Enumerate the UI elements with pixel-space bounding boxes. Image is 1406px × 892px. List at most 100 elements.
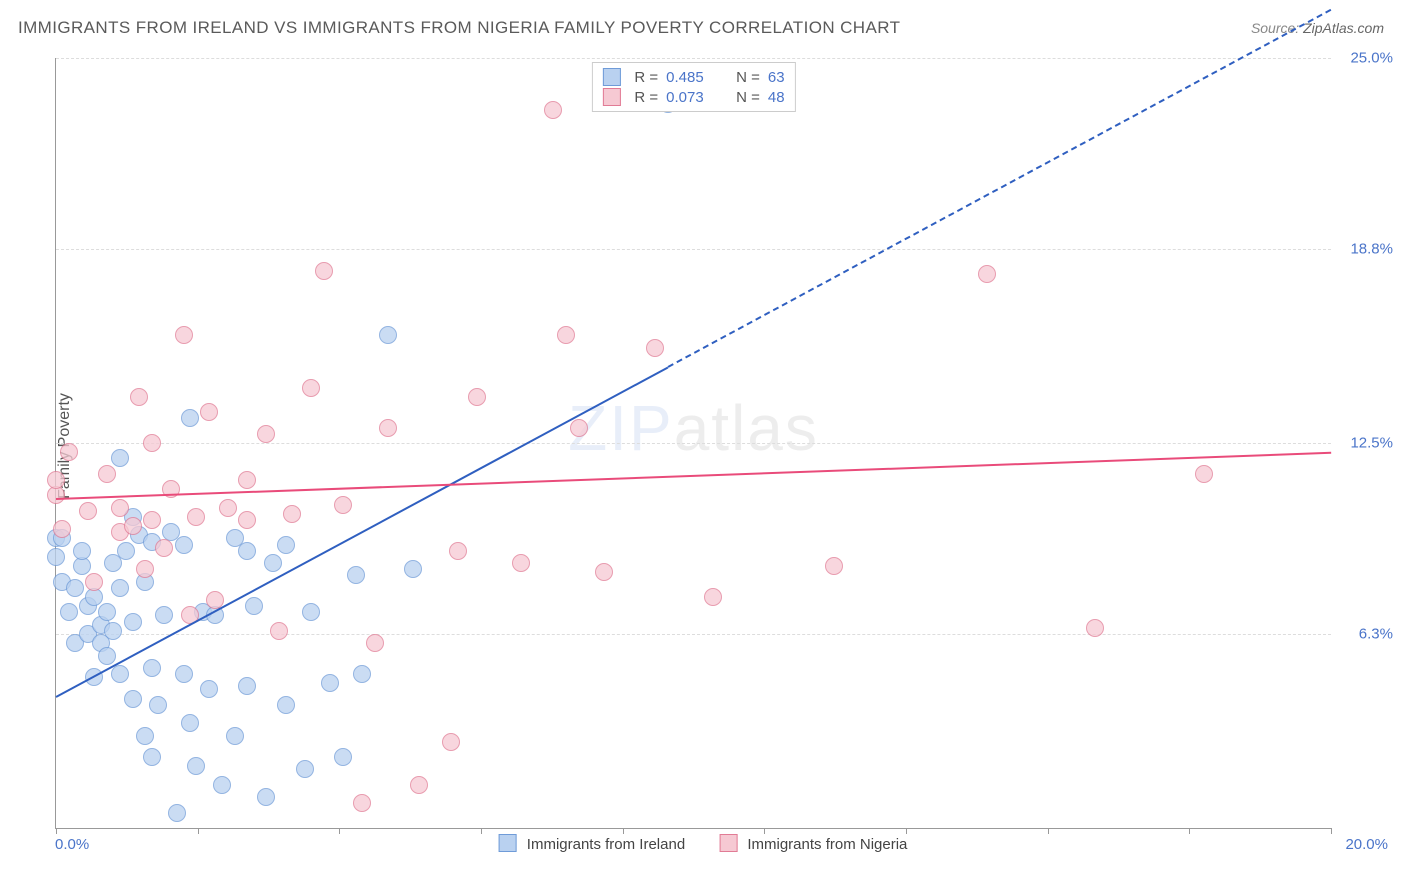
data-point <box>366 634 384 652</box>
data-point <box>257 788 275 806</box>
data-point <box>353 665 371 683</box>
data-point <box>53 520 71 538</box>
legend-swatch-nigeria <box>719 834 737 852</box>
data-point <box>353 794 371 812</box>
n-value-ireland: 63 <box>768 69 785 86</box>
data-point <box>442 733 460 751</box>
data-point <box>136 727 154 745</box>
gridline <box>56 249 1331 250</box>
r-label: R = <box>634 89 658 106</box>
data-point <box>181 714 199 732</box>
x-axis-min-label: 0.0% <box>55 836 89 853</box>
data-point <box>296 760 314 778</box>
data-point <box>200 403 218 421</box>
data-point <box>60 443 78 461</box>
source-value: ZipAtlas.com <box>1303 20 1384 36</box>
data-point <box>277 696 295 714</box>
gridline <box>56 634 1331 635</box>
data-point <box>104 622 122 640</box>
data-point <box>181 409 199 427</box>
x-tick <box>1048 828 1049 834</box>
legend-label-nigeria: Immigrants from Nigeria <box>747 836 907 853</box>
legend-label-ireland: Immigrants from Ireland <box>527 836 685 853</box>
data-point <box>302 603 320 621</box>
data-point <box>512 554 530 572</box>
data-point <box>449 542 467 560</box>
data-point <box>136 560 154 578</box>
data-point <box>155 606 173 624</box>
data-point <box>73 542 91 560</box>
data-point <box>334 496 352 514</box>
data-point <box>264 554 282 572</box>
data-point <box>155 539 173 557</box>
data-point <box>130 388 148 406</box>
data-point <box>226 727 244 745</box>
data-point <box>143 659 161 677</box>
chart-title: IMMIGRANTS FROM IRELAND VS IMMIGRANTS FR… <box>18 18 900 38</box>
source-attribution: Source: ZipAtlas.com <box>1251 20 1384 36</box>
x-tick <box>1189 828 1190 834</box>
data-point <box>646 339 664 357</box>
data-point <box>238 542 256 560</box>
data-point <box>124 517 142 535</box>
data-point <box>277 536 295 554</box>
scatter-plot-area: ZIPatlas R = 0.485 N = 63 R = 0.073 N = … <box>55 58 1331 829</box>
gridline <box>56 58 1331 59</box>
data-point <box>468 388 486 406</box>
x-tick <box>198 828 199 834</box>
data-point <box>238 511 256 529</box>
legend-row-ireland: R = 0.485 N = 63 <box>602 67 784 87</box>
n-label: N = <box>736 89 760 106</box>
data-point <box>283 505 301 523</box>
x-tick <box>1331 828 1332 834</box>
data-point <box>175 536 193 554</box>
y-tick-label: 25.0% <box>1350 50 1393 67</box>
data-point <box>379 419 397 437</box>
swatch-nigeria <box>602 88 620 106</box>
data-point <box>347 566 365 584</box>
data-point <box>111 449 129 467</box>
data-point <box>410 776 428 794</box>
data-point <box>73 557 91 575</box>
data-point <box>66 579 84 597</box>
data-point <box>47 486 65 504</box>
data-point <box>85 588 103 606</box>
data-point <box>117 542 135 560</box>
data-point <box>111 579 129 597</box>
data-point <box>47 548 65 566</box>
data-point <box>143 748 161 766</box>
correlation-legend: R = 0.485 N = 63 R = 0.073 N = 48 <box>591 62 795 112</box>
y-tick-label: 6.3% <box>1359 625 1393 642</box>
data-point <box>704 588 722 606</box>
y-tick-label: 18.8% <box>1350 240 1393 257</box>
gridline <box>56 443 1331 444</box>
data-point <box>595 563 613 581</box>
data-point <box>379 326 397 344</box>
data-point <box>47 471 65 489</box>
data-point <box>111 499 129 517</box>
data-point <box>200 680 218 698</box>
data-point <box>98 647 116 665</box>
data-point <box>85 573 103 591</box>
x-tick <box>481 828 482 834</box>
data-point <box>175 326 193 344</box>
data-point <box>544 101 562 119</box>
data-point <box>79 502 97 520</box>
watermark-part2: atlas <box>674 392 819 464</box>
data-point <box>111 665 129 683</box>
data-point <box>257 425 275 443</box>
data-point <box>143 511 161 529</box>
data-point <box>334 748 352 766</box>
r-value-ireland: 0.485 <box>666 69 718 86</box>
data-point <box>245 597 263 615</box>
y-tick-label: 12.5% <box>1350 435 1393 452</box>
data-point <box>315 262 333 280</box>
data-point <box>270 622 288 640</box>
data-point <box>557 326 575 344</box>
data-point <box>187 757 205 775</box>
data-point <box>1195 465 1213 483</box>
data-point <box>825 557 843 575</box>
x-tick <box>339 828 340 834</box>
n-label: N = <box>736 69 760 86</box>
data-point <box>213 776 231 794</box>
